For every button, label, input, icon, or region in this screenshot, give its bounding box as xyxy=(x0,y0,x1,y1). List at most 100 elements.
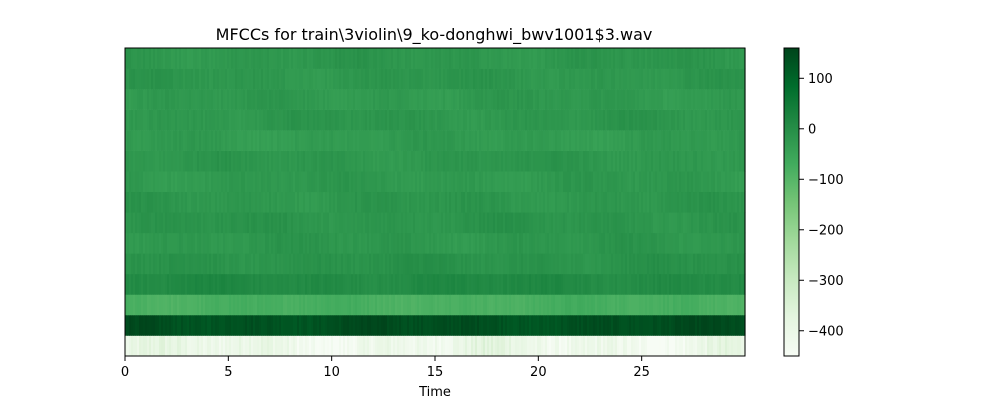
heatmap-cell xyxy=(521,191,524,213)
heatmap-cell xyxy=(579,68,582,90)
heatmap-cell xyxy=(545,150,548,172)
heatmap-cell xyxy=(199,48,202,69)
heatmap-cell xyxy=(445,171,448,193)
heatmap-cell xyxy=(667,68,670,90)
heatmap-cell xyxy=(181,68,184,90)
heatmap-cell xyxy=(403,150,406,172)
heatmap-cell xyxy=(427,253,430,275)
heatmap-cell xyxy=(139,335,142,357)
heatmap-cell xyxy=(199,335,202,357)
heatmap-cell xyxy=(657,273,660,295)
heatmap-cell xyxy=(665,314,668,336)
heatmap-cell xyxy=(273,335,276,357)
heatmap-cell xyxy=(465,314,468,336)
heatmap-cell xyxy=(729,232,732,254)
heatmap-cell xyxy=(677,273,680,295)
heatmap-cell xyxy=(419,171,422,193)
heatmap-cell xyxy=(283,109,286,131)
heatmap-cell xyxy=(519,273,522,295)
heatmap-cell xyxy=(743,109,746,131)
heatmap-cell xyxy=(455,89,458,110)
heatmap-cell xyxy=(417,314,420,336)
heatmap-cell xyxy=(265,89,268,110)
heatmap-cell xyxy=(517,109,520,131)
heatmap-cell xyxy=(401,109,404,131)
heatmap-cell xyxy=(409,150,412,172)
heatmap-cell xyxy=(597,212,600,234)
heatmap-cell xyxy=(625,273,628,295)
heatmap-cell xyxy=(319,109,322,131)
heatmap-cell xyxy=(555,150,558,172)
heatmap-cell xyxy=(593,232,596,254)
heatmap-cell xyxy=(481,171,484,193)
heatmap-cell xyxy=(671,253,674,275)
heatmap-cell xyxy=(417,212,420,234)
heatmap-cell xyxy=(667,130,670,151)
heatmap-cell xyxy=(539,253,542,275)
heatmap-cell xyxy=(641,89,644,110)
heatmap-cell xyxy=(529,294,532,316)
heatmap-cell xyxy=(131,68,134,90)
heatmap-cell xyxy=(363,335,366,357)
heatmap-cell xyxy=(227,150,230,172)
heatmap-cell xyxy=(523,171,526,193)
heatmap-cell xyxy=(329,109,332,131)
heatmap-cell xyxy=(543,212,546,234)
heatmap-cell xyxy=(347,253,350,275)
heatmap-cell xyxy=(225,68,228,90)
heatmap-cell xyxy=(581,335,584,357)
heatmap-cell xyxy=(223,89,226,110)
heatmap-cell xyxy=(539,150,542,172)
heatmap-cell xyxy=(347,150,350,172)
heatmap-cell xyxy=(631,294,634,316)
colorbar-tick-label: −300 xyxy=(808,274,844,289)
heatmap-cell xyxy=(193,335,196,357)
heatmap-cell xyxy=(389,109,392,131)
heatmap-cell xyxy=(193,253,196,275)
heatmap-cell xyxy=(707,314,710,336)
heatmap-cell xyxy=(519,335,522,357)
heatmap-cell xyxy=(601,171,604,193)
heatmap-cell xyxy=(497,212,500,234)
heatmap-cell xyxy=(179,191,182,213)
heatmap-cell xyxy=(397,253,400,275)
heatmap-cell xyxy=(219,130,222,151)
heatmap-cell xyxy=(395,191,398,213)
heatmap-cell xyxy=(663,68,666,90)
heatmap-cell xyxy=(197,48,200,69)
heatmap-cell xyxy=(353,212,356,234)
heatmap-cell xyxy=(353,314,356,336)
heatmap-cell xyxy=(413,273,416,295)
heatmap-cell xyxy=(367,191,370,213)
heatmap-cell xyxy=(687,273,690,295)
heatmap-cell xyxy=(345,68,348,90)
heatmap-cell xyxy=(197,68,200,90)
heatmap-cell xyxy=(161,171,164,193)
heatmap-cell xyxy=(625,253,628,275)
heatmap-cell xyxy=(567,314,570,336)
heatmap-cell xyxy=(719,191,722,213)
heatmap-cell xyxy=(489,273,492,295)
heatmap-cell xyxy=(167,335,170,357)
heatmap-cell xyxy=(731,68,734,90)
heatmap-cell xyxy=(319,130,322,151)
heatmap-cell xyxy=(223,68,226,90)
heatmap-cell xyxy=(567,130,570,151)
heatmap-cell xyxy=(285,89,288,110)
heatmap-cell xyxy=(211,150,214,172)
heatmap-cell xyxy=(147,68,150,90)
heatmap-cell xyxy=(251,212,254,234)
heatmap-cell xyxy=(679,89,682,110)
heatmap-cell xyxy=(521,314,524,336)
heatmap-cell xyxy=(647,253,650,275)
heatmap-cell xyxy=(553,109,556,131)
heatmap-cell xyxy=(669,273,672,295)
heatmap-cell xyxy=(185,273,188,295)
heatmap-cell xyxy=(399,109,402,131)
heatmap-cell xyxy=(695,253,698,275)
heatmap-cell xyxy=(565,171,568,193)
heatmap-cell xyxy=(583,335,586,357)
heatmap-cell xyxy=(725,171,728,193)
heatmap-cell xyxy=(471,109,474,131)
heatmap-cell xyxy=(709,89,712,110)
